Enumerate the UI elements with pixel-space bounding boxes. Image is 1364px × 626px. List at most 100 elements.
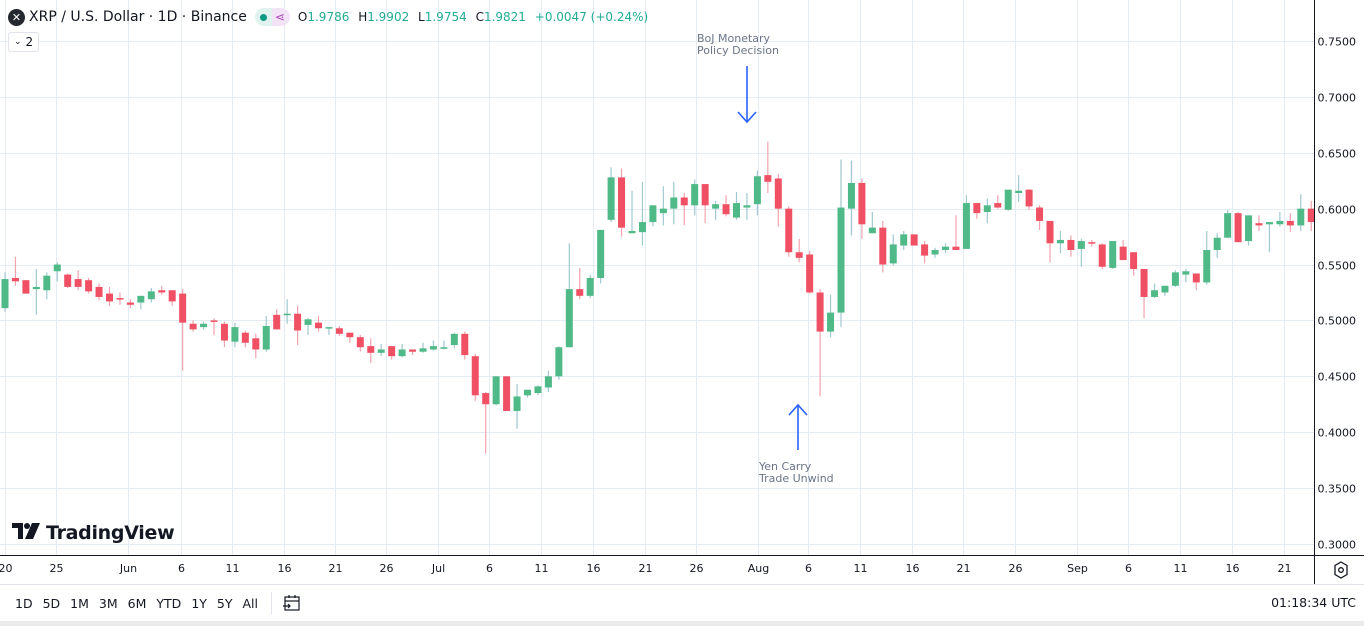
time-tick-label: Jun [119, 562, 137, 575]
candle [179, 293, 187, 323]
candle [649, 205, 657, 223]
candle [252, 338, 260, 350]
candle [785, 208, 793, 253]
candle [733, 203, 740, 218]
range-1d-button[interactable]: 1D [15, 595, 33, 611]
range-3m-button[interactable]: 3M [98, 595, 118, 611]
candle [461, 333, 469, 356]
high-value: 1.9902 [367, 10, 410, 24]
range-ytd-button[interactable]: YTD [156, 595, 182, 611]
price-chart[interactable]: 0.7500 0.7000 0.6500 0.6000 0.5500 0.5000 0.45… [0, 0, 1364, 584]
candle [513, 396, 521, 411]
candle [419, 348, 427, 352]
time-tick-label: 21 [957, 562, 971, 575]
candle [1182, 271, 1190, 275]
open-value: 1.9786 [307, 10, 350, 24]
candle [994, 203, 1002, 208]
range-1m-button[interactable]: 1M [70, 595, 89, 611]
candle [921, 244, 929, 256]
candle [753, 176, 761, 205]
candle [1119, 246, 1127, 261]
candle [544, 376, 552, 388]
tradingview-logo[interactable]: TradingView [12, 522, 175, 544]
price-axis[interactable]: 0.7500 0.7000 0.6500 0.6000 0.5500 0.5000 0.45… [1318, 36, 1357, 552]
candle [273, 314, 281, 330]
candle [471, 356, 479, 396]
candle [576, 289, 584, 296]
time-tick-label: 16 [587, 562, 601, 575]
candle [618, 177, 626, 228]
low-value: 1.9754 [424, 10, 467, 24]
candle [1203, 250, 1211, 283]
candle [691, 184, 699, 206]
candle [367, 346, 375, 353]
candle [106, 293, 113, 302]
chevron-down-icon: ⌄ [14, 37, 22, 47]
candle [1161, 285, 1169, 293]
candle [806, 254, 814, 293]
time-tick-label: Sep [1067, 562, 1088, 575]
candle [346, 332, 354, 338]
candle [722, 204, 730, 215]
candle [116, 298, 124, 300]
time-tick-label: 26 [690, 562, 704, 575]
candle [879, 227, 887, 265]
range-all-button[interactable]: All [242, 595, 259, 611]
bottom-toolbar: 1D 5D 1M 3M 6M YTD 1Y 5Y All 01:18:34 UT… [0, 584, 1364, 621]
candle [85, 280, 93, 292]
indicator-count: 2 [25, 35, 34, 49]
time-tick-label: 16 [1226, 562, 1240, 575]
range-5y-button[interactable]: 5Y [216, 595, 233, 611]
candle [1224, 213, 1232, 238]
price-tick-label: 0.4500 [1318, 371, 1357, 384]
candle [32, 286, 40, 290]
annotation-boj-label: BoJ Monetary Policy Decision [697, 32, 779, 57]
gear-settings-icon[interactable] [1326, 558, 1356, 582]
candle [837, 207, 845, 313]
utc-clock[interactable]: 01:18:34 UTC [1271, 595, 1356, 610]
candlestick-series [1, 141, 1315, 454]
annotation-yen-label: Yen Carry Trade Unwind [759, 460, 834, 485]
candle [701, 184, 709, 206]
indicators-toggle-button[interactable]: ⌄ 2 [8, 32, 40, 52]
time-tick-label: 11 [535, 562, 549, 575]
candle [158, 290, 166, 293]
candle [565, 289, 573, 348]
xrp-logo-icon: ✕ [8, 8, 25, 26]
candle [628, 231, 636, 234]
candle [1036, 207, 1044, 221]
time-tick-label: Jul [431, 562, 445, 575]
candle [1171, 272, 1179, 286]
candle [607, 177, 615, 220]
candle [241, 332, 249, 343]
candle [356, 337, 364, 348]
candle [1265, 222, 1273, 225]
price-tick-label: 0.6500 [1318, 148, 1357, 161]
calendar-goto-icon[interactable] [282, 593, 302, 613]
candle [1286, 220, 1294, 226]
symbol-title[interactable]: XRP / U.S. Dollar · 1D · Binance [29, 9, 247, 25]
candle [962, 203, 970, 249]
candle [1077, 241, 1085, 249]
range-5d-button[interactable]: 5D [42, 595, 61, 611]
change-value: +0.0047 (+0.24%) [534, 10, 649, 24]
time-tick-label: 16 [906, 562, 920, 575]
candle [952, 246, 960, 251]
candle [74, 279, 82, 287]
annotation-arrows [737, 66, 808, 450]
range-1y-button[interactable]: 1Y [191, 595, 207, 611]
candle [1067, 239, 1075, 251]
candle [440, 347, 448, 349]
time-tick-label: 21 [639, 562, 653, 575]
price-tick-label: 0.7000 [1318, 92, 1357, 105]
time-axis[interactable]: 20 25 Jun 6 11 16 21 26 Jul 6 11 16 21 26 Aug 6 11 16 21 26… [0, 562, 1292, 575]
candle [200, 323, 208, 328]
candle [503, 376, 511, 411]
candle [524, 389, 531, 396]
status-pill[interactable]: ⋖ [254, 8, 290, 26]
candle [294, 313, 302, 331]
candle [1004, 189, 1012, 210]
candle [1015, 190, 1023, 194]
range-6m-button[interactable]: 6M [127, 595, 147, 611]
candle [283, 313, 291, 316]
